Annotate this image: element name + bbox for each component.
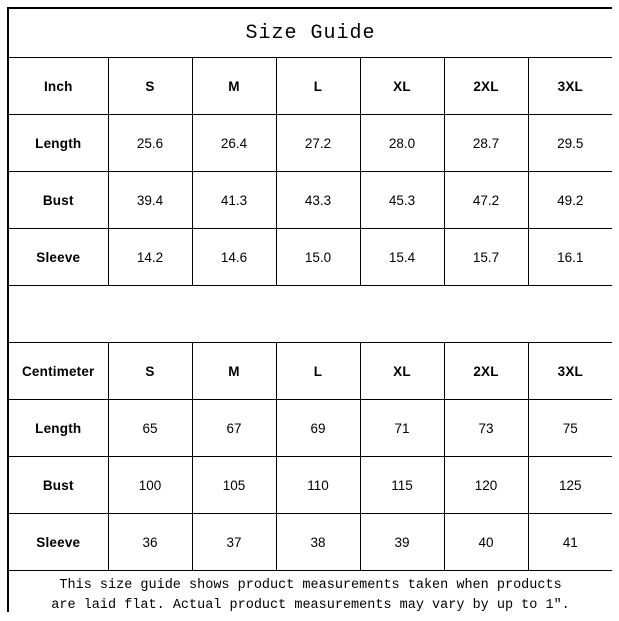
cell-bust-inch-3xl: 49.2 <box>528 172 612 229</box>
spacer-row <box>9 286 612 343</box>
cell-bust-inch-s: 39.4 <box>108 172 192 229</box>
cell-sleeve-cm-m: 37 <box>192 514 276 571</box>
cell-bust-cm-xl: 115 <box>360 457 444 514</box>
note-line-2: are laid flat. Actual product measuremen… <box>9 596 612 616</box>
header-row-centimeter: Centimeter S M L XL 2XL 3XL <box>9 343 612 400</box>
unit-header-centimeter: Centimeter <box>9 343 108 400</box>
cell-bust-cm-3xl: 125 <box>528 457 612 514</box>
cell-sleeve-inch-l: 15.0 <box>276 229 360 286</box>
size-header-l: L <box>276 58 360 115</box>
cell-sleeve-inch-3xl: 16.1 <box>528 229 612 286</box>
cell-length-inch-l: 27.2 <box>276 115 360 172</box>
size-header-3xl: 3XL <box>528 58 612 115</box>
size-guide-table: Size Guide Inch S M L XL 2XL 3XL Length … <box>9 9 612 621</box>
table-row: Bust 39.4 41.3 43.3 45.3 47.2 49.2 <box>9 172 612 229</box>
cell-sleeve-cm-3xl: 41 <box>528 514 612 571</box>
size-guide-panel: Size Guide Inch S M L XL 2XL 3XL Length … <box>7 7 612 612</box>
cell-bust-cm-l: 110 <box>276 457 360 514</box>
unit-header-inch: Inch <box>9 58 108 115</box>
size-header-xl: XL <box>360 58 444 115</box>
cell-length-inch-s: 25.6 <box>108 115 192 172</box>
header-row-inch: Inch S M L XL 2XL 3XL <box>9 58 612 115</box>
row-label-length-inch: Length <box>9 115 108 172</box>
cell-length-inch-3xl: 29.5 <box>528 115 612 172</box>
size-header-cm-l: L <box>276 343 360 400</box>
cell-sleeve-cm-l: 38 <box>276 514 360 571</box>
cell-bust-cm-m: 105 <box>192 457 276 514</box>
page-title: Size Guide <box>9 9 612 58</box>
cell-length-cm-l: 69 <box>276 400 360 457</box>
row-label-sleeve-inch: Sleeve <box>9 229 108 286</box>
cell-sleeve-cm-2xl: 40 <box>444 514 528 571</box>
size-header-s: S <box>108 58 192 115</box>
spacer-cell <box>9 286 612 343</box>
cell-sleeve-inch-2xl: 15.7 <box>444 229 528 286</box>
cell-bust-cm-s: 100 <box>108 457 192 514</box>
size-header-cm-3xl: 3XL <box>528 343 612 400</box>
cell-length-cm-m: 67 <box>192 400 276 457</box>
row-label-bust-inch: Bust <box>9 172 108 229</box>
row-label-length-cm: Length <box>9 400 108 457</box>
cell-sleeve-inch-s: 14.2 <box>108 229 192 286</box>
table-row: Bust 100 105 110 115 120 125 <box>9 457 612 514</box>
cell-length-inch-2xl: 28.7 <box>444 115 528 172</box>
cell-length-cm-xl: 71 <box>360 400 444 457</box>
cell-length-cm-3xl: 75 <box>528 400 612 457</box>
cell-bust-inch-l: 43.3 <box>276 172 360 229</box>
cell-sleeve-cm-s: 36 <box>108 514 192 571</box>
cell-bust-inch-xl: 45.3 <box>360 172 444 229</box>
cell-bust-inch-m: 41.3 <box>192 172 276 229</box>
size-header-cm-xl: XL <box>360 343 444 400</box>
table-row: Length 25.6 26.4 27.2 28.0 28.7 29.5 <box>9 115 612 172</box>
table-row: Sleeve 36 37 38 39 40 41 <box>9 514 612 571</box>
size-header-2xl: 2XL <box>444 58 528 115</box>
cell-length-inch-m: 26.4 <box>192 115 276 172</box>
size-header-cm-m: M <box>192 343 276 400</box>
cell-sleeve-cm-xl: 39 <box>360 514 444 571</box>
cell-bust-inch-2xl: 47.2 <box>444 172 528 229</box>
cell-length-cm-2xl: 73 <box>444 400 528 457</box>
cell-length-cm-s: 65 <box>108 400 192 457</box>
table-row: Length 65 67 69 71 73 75 <box>9 400 612 457</box>
cell-length-inch-xl: 28.0 <box>360 115 444 172</box>
title-row: Size Guide <box>9 9 612 58</box>
cell-sleeve-inch-m: 14.6 <box>192 229 276 286</box>
table-row: Sleeve 14.2 14.6 15.0 15.4 15.7 16.1 <box>9 229 612 286</box>
cell-sleeve-inch-xl: 15.4 <box>360 229 444 286</box>
size-header-cm-s: S <box>108 343 192 400</box>
row-label-sleeve-cm: Sleeve <box>9 514 108 571</box>
row-label-bust-cm: Bust <box>9 457 108 514</box>
note-line-1: This size guide shows product measuremen… <box>9 576 612 596</box>
size-header-cm-2xl: 2XL <box>444 343 528 400</box>
size-guide-note: This size guide shows product measuremen… <box>9 571 612 621</box>
footer-row: This size guide shows product measuremen… <box>9 571 612 621</box>
size-header-m: M <box>192 58 276 115</box>
cell-bust-cm-2xl: 120 <box>444 457 528 514</box>
